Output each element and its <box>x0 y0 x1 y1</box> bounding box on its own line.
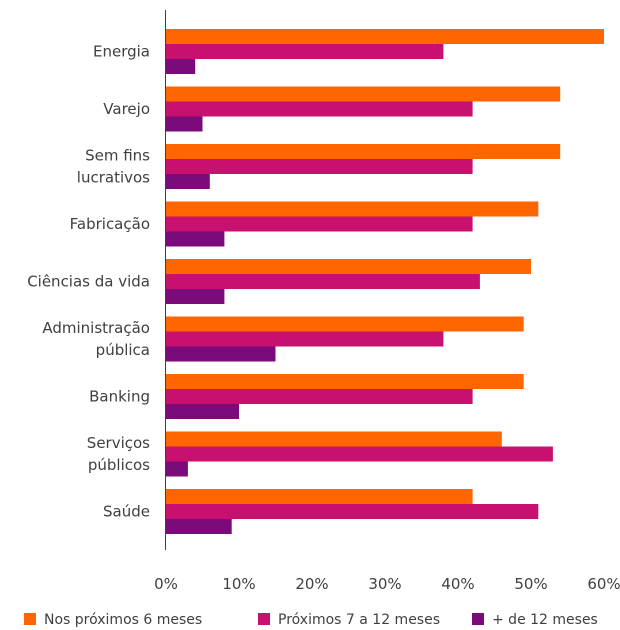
bar-3-6 <box>166 346 276 362</box>
legend-swatch-3 <box>472 613 484 625</box>
category-label: Banking <box>89 388 150 406</box>
x-axis-ticks: 0% 10% 20% 30% 40% 50% 60% <box>154 575 620 593</box>
bar-3-3 <box>166 174 210 189</box>
bar-3-1 <box>166 59 196 74</box>
legend-swatch-2 <box>258 613 270 625</box>
category-label: lucrativos <box>77 169 150 187</box>
category-labels: Energia Varejo Sem fins lucrativos Fabricaçã… <box>27 43 150 521</box>
bar-2-7 <box>166 389 473 404</box>
bar-2-5 <box>166 274 480 289</box>
bar-2-6 <box>166 331 444 347</box>
legend-label-3: + de 12 meses <box>492 612 598 628</box>
bar-3-4 <box>166 231 225 247</box>
bar-2-8 <box>166 446 553 462</box>
bar-2-2 <box>166 101 473 117</box>
bar-1-1 <box>166 29 604 44</box>
bar-3-7 <box>166 404 239 419</box>
legend-label-2: Próximos 7 a 12 meses <box>278 612 440 628</box>
x-tick-label: 10% <box>222 575 255 593</box>
category-label: Varejo <box>103 100 150 118</box>
bar-1-6 <box>166 316 524 332</box>
x-tick-label: 50% <box>514 575 547 593</box>
category-label: Saúde <box>103 503 150 521</box>
category-label: Serviços <box>87 434 150 452</box>
x-tick-label: 0% <box>154 575 178 593</box>
legend-swatch-1 <box>24 613 36 625</box>
category-label: Ciências da vida <box>27 273 150 291</box>
bar-1-2 <box>166 86 561 102</box>
bar-1-5 <box>166 259 531 274</box>
category-label: Sem fins <box>85 147 150 165</box>
x-tick-label: 60% <box>587 575 620 593</box>
category-label: Fabricação <box>70 215 150 233</box>
category-label: Administração <box>42 319 150 337</box>
legend: Nos próximos 6 meses Próximos 7 a 12 mese… <box>24 612 598 628</box>
bar-1-4 <box>166 201 539 217</box>
bar-1-3 <box>166 144 561 159</box>
bar-3-8 <box>166 461 188 477</box>
x-tick-label: 30% <box>368 575 401 593</box>
bar-3-2 <box>166 116 203 132</box>
x-tick-label: 20% <box>295 575 328 593</box>
bar-3-5 <box>166 289 225 304</box>
bar-2-3 <box>166 159 473 174</box>
bar-1-9 <box>166 489 473 504</box>
bar-2-9 <box>166 504 539 519</box>
bar-2-1 <box>166 44 444 59</box>
bar-1-8 <box>166 431 502 447</box>
category-label: pública <box>96 341 150 359</box>
category-label: públicos <box>88 456 150 474</box>
bars-group <box>166 29 604 534</box>
category-label: Energia <box>93 43 150 61</box>
legend-label-1: Nos próximos 6 meses <box>44 612 202 628</box>
bar-1-7 <box>166 374 524 389</box>
x-tick-label: 40% <box>441 575 474 593</box>
bar-3-9 <box>166 519 232 534</box>
bar-2-4 <box>166 216 473 232</box>
